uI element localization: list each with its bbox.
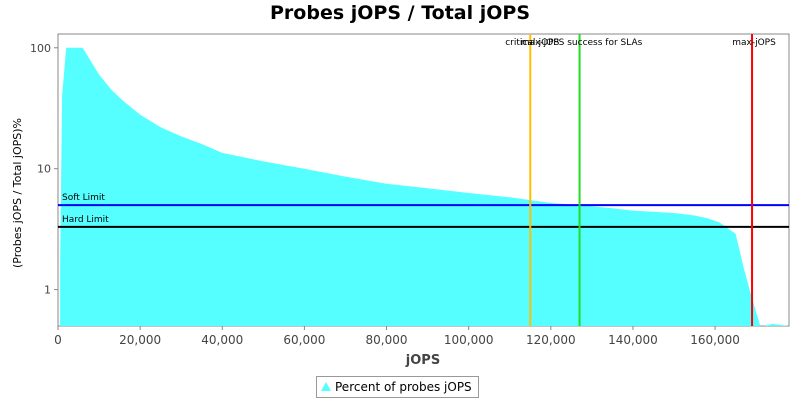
y-tick-label: 1 xyxy=(44,284,51,297)
x-tick-label: 0 xyxy=(54,333,62,347)
reference-line-label-2: max-jOPS xyxy=(732,38,776,48)
series-area-0 xyxy=(60,47,790,327)
x-tick-label: 60,000 xyxy=(283,333,325,347)
horizontal-line-label-1: Hard Limit xyxy=(62,215,109,225)
reference-line-label-0: critical-jOPS xyxy=(505,38,559,48)
x-axis-label: jOPS xyxy=(405,353,440,368)
x-tick-label: 20,000 xyxy=(119,333,161,347)
horizontal-line-label-0: Soft Limit xyxy=(62,193,105,203)
y-tick-label: 100 xyxy=(30,42,51,55)
y-tick-label: 10 xyxy=(37,163,51,176)
x-tick-label: 40,000 xyxy=(201,333,243,347)
x-tick-label: 160,000 xyxy=(690,333,740,347)
x-tick-label: 140,000 xyxy=(608,333,658,347)
chart-title: Probes jOPS / Total jOPS xyxy=(270,2,530,24)
x-tick-label: 120,000 xyxy=(526,333,576,347)
legend-triangle-icon xyxy=(321,381,331,391)
reference-line-label-1: max-jOPS success for SLAs xyxy=(521,38,643,48)
legend: Percent of probes jOPS xyxy=(316,376,479,398)
x-tick-label: 100,000 xyxy=(444,333,494,347)
legend-entry-label: Percent of probes jOPS xyxy=(335,380,472,394)
y-axis-label: (Probes jOPS / Total jOPS)% xyxy=(11,118,24,268)
x-tick-label: 80,000 xyxy=(366,333,408,347)
